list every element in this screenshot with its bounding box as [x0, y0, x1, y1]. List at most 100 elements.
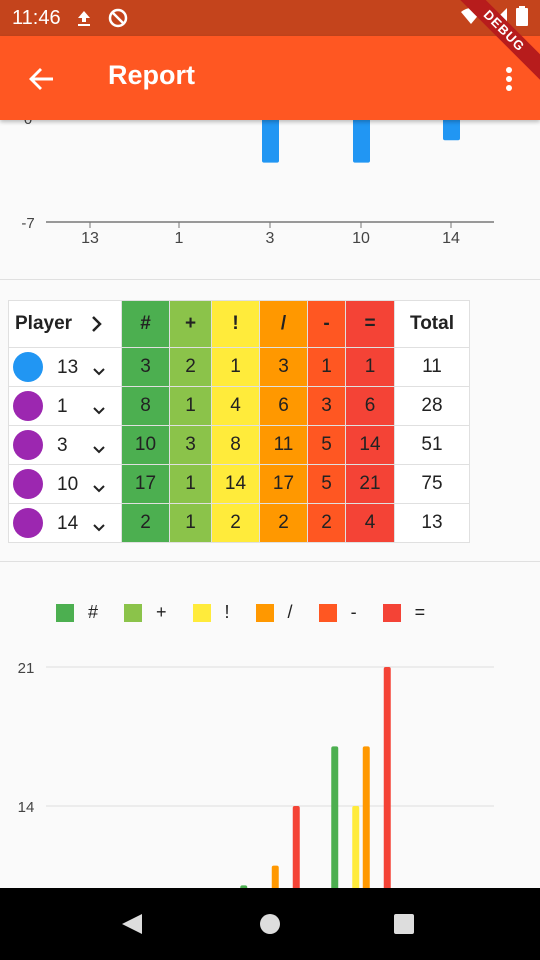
player-cell[interactable]: 13 [8, 347, 122, 387]
value-cell: 10 [121, 425, 170, 465]
value-cell: 2 [211, 503, 260, 543]
category-header: - [307, 300, 346, 348]
grouped-chart-bar [383, 667, 391, 888]
nav-recents-icon[interactable] [393, 913, 415, 940]
legend-item: - [318, 602, 357, 623]
top-chart-bar [443, 120, 460, 141]
table-row: 1 8 1 4 6 3 6 28 [8, 386, 470, 426]
legend-label: / [287, 602, 293, 622]
chevron-down-icon[interactable] [93, 516, 105, 538]
wifi-icon [460, 7, 482, 30]
total-cell: 75 [394, 464, 470, 504]
value-cell: 11 [259, 425, 308, 465]
table-row: 10 17 1 14 17 5 21 75 [8, 464, 470, 504]
table-row: 13 3 2 1 3 1 1 11 [8, 347, 470, 387]
value-cell: 3 [259, 347, 308, 387]
value-cell: 8 [121, 386, 170, 426]
player-header-label: Player [15, 312, 73, 334]
chevron-right-icon [91, 313, 103, 334]
grouped-chart-bar [362, 746, 370, 888]
category-header: ! [211, 300, 260, 348]
value-cell: 1 [169, 386, 212, 426]
legend-swatch [255, 603, 274, 622]
legend-swatch [382, 603, 401, 622]
legend-label: + [156, 602, 167, 622]
player-cell[interactable]: 3 [8, 425, 122, 465]
legend-item: ! [192, 602, 230, 623]
value-cell: 14 [345, 425, 395, 465]
player-number: 3 [57, 435, 68, 456]
top-chart-x-label: 14 [442, 230, 460, 247]
legend-item: + [124, 602, 167, 623]
top-chart-x-label: 1 [175, 230, 184, 247]
top-chart-y-tick-1: -7 [21, 215, 34, 232]
back-arrow-icon[interactable] [26, 64, 56, 94]
nav-back-icon[interactable] [120, 912, 144, 941]
legend-label: ! [224, 602, 230, 622]
top-chart-bar [262, 120, 279, 163]
system-nav-bar [0, 888, 540, 960]
total-cell: 13 [394, 503, 470, 543]
value-cell: 2 [259, 503, 308, 543]
nav-home-icon[interactable] [259, 913, 281, 940]
total-header: Total [394, 300, 470, 348]
player-header[interactable]: Player [8, 300, 122, 348]
legend-swatch [124, 603, 143, 622]
value-cell: 2 [307, 503, 346, 543]
chevron-down-icon[interactable] [93, 360, 105, 382]
value-cell: 5 [307, 464, 346, 504]
value-cell: 5 [307, 425, 346, 465]
value-cell: 21 [345, 464, 395, 504]
category-header: / [259, 300, 308, 348]
divider [0, 279, 540, 280]
player-cell[interactable]: 10 [8, 464, 122, 504]
value-cell: 6 [345, 386, 395, 426]
grouped-chart-bar [292, 806, 300, 888]
player-color-dot [13, 391, 43, 421]
battery-icon [516, 6, 528, 31]
status-bar: 11:46 [0, 0, 540, 36]
total-cell: 51 [394, 425, 470, 465]
grouped-bar-chart: 21 14 [18, 660, 494, 888]
upload-icon [75, 9, 93, 27]
legend-swatch [56, 603, 74, 622]
player-color-dot [13, 430, 43, 460]
value-cell: 4 [211, 386, 260, 426]
chart-legend: # +! / - = [56, 602, 451, 623]
value-cell: 17 [259, 464, 308, 504]
value-cell: 17 [121, 464, 170, 504]
value-cell: 2 [121, 503, 170, 543]
player-number: 14 [57, 513, 79, 534]
signal-icon [490, 7, 508, 30]
value-cell: 1 [169, 464, 212, 504]
page-title: Report [108, 60, 195, 90]
value-cell: 3 [169, 425, 212, 465]
legend-swatch [318, 603, 337, 622]
legend-item: # [56, 602, 98, 623]
more-vert-icon[interactable] [504, 66, 514, 92]
total-cell: 11 [394, 347, 470, 387]
app-bar: Report [0, 36, 540, 120]
value-cell: 2 [169, 347, 212, 387]
chevron-down-icon[interactable] [93, 477, 105, 499]
player-cell[interactable]: 1 [8, 386, 122, 426]
no-sync-icon [107, 7, 129, 29]
value-cell: 1 [169, 503, 212, 543]
bottom-chart-y-tick-14: 14 [18, 799, 35, 816]
grouped-chart-bar [271, 865, 279, 888]
value-cell: 6 [259, 386, 308, 426]
top-chart-x-label: 13 [81, 230, 99, 247]
player-cell[interactable]: 14 [8, 503, 122, 543]
grouped-chart-bar [352, 806, 360, 888]
value-cell: 4 [345, 503, 395, 543]
value-cell: 1 [211, 347, 260, 387]
category-header: + [169, 300, 212, 348]
chevron-down-icon[interactable] [93, 438, 105, 460]
category-header: # [121, 300, 170, 348]
chevron-down-icon[interactable] [93, 399, 105, 421]
grouped-chart-bar [240, 885, 248, 888]
status-time: 11:46 [12, 6, 61, 29]
bottom-chart-y-tick-21: 21 [18, 660, 35, 677]
